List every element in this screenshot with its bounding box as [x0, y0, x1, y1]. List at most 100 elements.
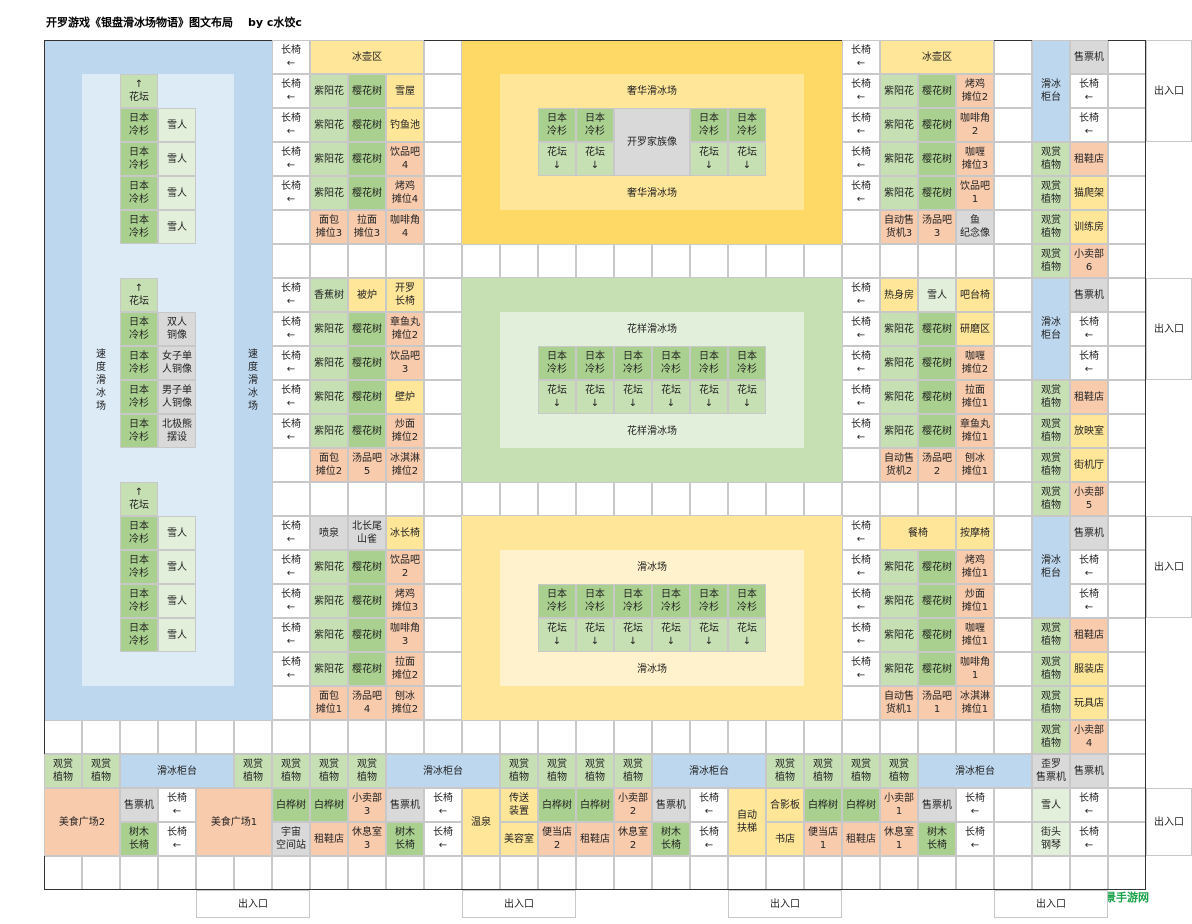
cell: 日本 冷杉: [120, 312, 158, 346]
cell: 咖啡角 4: [386, 210, 424, 244]
cell: 女子单 人铜像: [158, 346, 196, 380]
cell: 紫阳花: [310, 380, 348, 414]
cell: 日本 冷杉: [120, 414, 158, 448]
cell: 观赏 植物: [1032, 380, 1070, 414]
grid-cell: [956, 482, 994, 516]
cell: 日本 冷杉: [652, 584, 690, 618]
cell: 紫阳花: [880, 380, 918, 414]
grid-cell: [880, 720, 918, 754]
grid-cell: [918, 856, 956, 890]
cell: 猫爬架: [1070, 176, 1108, 210]
cell: 日本 冷杉: [120, 142, 158, 176]
cell: 长椅 ←: [272, 550, 310, 584]
cell: 售票机: [1070, 278, 1108, 312]
grid-cell: [1108, 176, 1146, 210]
grid-cell: [424, 686, 462, 720]
cell: 长椅 ←: [272, 414, 310, 448]
cell: 饮品吧 1: [956, 176, 994, 210]
cell: 长椅 ←: [842, 584, 880, 618]
grid-cell: [576, 482, 614, 516]
cell: 樱花树: [348, 142, 386, 176]
grid-cell: [500, 482, 538, 516]
grid-cell: [386, 856, 424, 890]
cell: 樱花树: [348, 414, 386, 448]
cell: 小卖部 6: [1070, 244, 1108, 278]
cell: 紫阳花: [310, 550, 348, 584]
grid-cell: [994, 652, 1032, 686]
cell: 雪人: [918, 278, 956, 312]
exit: 出入口: [994, 890, 1108, 918]
cell: 日本 冷杉: [120, 346, 158, 380]
cell: 美食广场2: [44, 788, 120, 856]
cell: 长椅 ←: [272, 346, 310, 380]
exit: 出入口: [1146, 788, 1192, 856]
cell: 拉面 摊位2: [386, 652, 424, 686]
grid-cell: [462, 244, 500, 278]
grid-cell: [386, 482, 424, 516]
grid-cell: [880, 482, 918, 516]
cell: 奢华滑冰场: [627, 187, 677, 199]
grid-cell: [424, 210, 462, 244]
grid-cell: [690, 482, 728, 516]
grid-cell: [576, 244, 614, 278]
cell: 观赏 植物: [804, 754, 842, 788]
cell: 吧台椅: [956, 278, 994, 312]
cell: 售票机: [652, 788, 690, 822]
cell: 租鞋店: [842, 822, 880, 856]
grid-cell: [310, 482, 348, 516]
cell: 日本 冷杉: [728, 108, 766, 142]
cell: 樱花树: [348, 346, 386, 380]
grid-cell: [82, 720, 120, 754]
cell: 长椅 ←: [842, 74, 880, 108]
cell: 长椅 ←: [272, 584, 310, 618]
cell: 长椅 ←: [272, 142, 310, 176]
cell: ↑ 花坛: [120, 278, 158, 312]
exit: 出入口: [1146, 516, 1192, 618]
cell: 观赏 植物: [1032, 652, 1070, 686]
cell: 长椅 ←: [272, 380, 310, 414]
grid-cell: [576, 856, 614, 890]
grid-cell: [994, 720, 1032, 754]
grid-cell: [424, 380, 462, 414]
cell: 紫阳花: [310, 346, 348, 380]
grid-cell: [652, 720, 690, 754]
cell: 日本 冷杉: [728, 346, 766, 380]
cell: 观赏 植物: [234, 754, 272, 788]
exit: 出入口: [1146, 40, 1192, 142]
cell: 宇宙 空间站: [272, 822, 310, 856]
cell: 观赏 植物: [1032, 414, 1070, 448]
grid-cell: [462, 482, 500, 516]
cell: 烤鸡 摊位3: [386, 584, 424, 618]
cell: 北极熊 摆设: [158, 414, 196, 448]
cell: 观赏 植物: [1032, 176, 1070, 210]
cell: 冰淇淋 摊位1: [956, 686, 994, 720]
grid-cell: [994, 584, 1032, 618]
grid-cell: [234, 720, 272, 754]
cell: 观赏 植物: [82, 754, 120, 788]
cell: 树木 长椅: [652, 822, 690, 856]
grid-cell: [994, 482, 1032, 516]
cell: 观赏 植物: [1032, 686, 1070, 720]
cell: 合影板: [766, 788, 804, 822]
cell: 观赏 植物: [1032, 210, 1070, 244]
cell: 长椅 ←: [272, 108, 310, 142]
grid-cell: [348, 482, 386, 516]
cell: 咖啡角 3: [386, 618, 424, 652]
cell: ↑ 花坛: [120, 482, 158, 516]
cell: 雪人: [1032, 788, 1070, 822]
cell: 观赏 植物: [1032, 142, 1070, 176]
cell: 自动售 货机1: [880, 686, 918, 720]
cell: 刨冰 摊位1: [956, 448, 994, 482]
grid-cell: [994, 108, 1032, 142]
cell: 长椅 ←: [690, 788, 728, 822]
cell: 滑冰柜台: [386, 754, 500, 788]
cell: 紫阳花: [310, 176, 348, 210]
cell: 烤鸡 摊位2: [956, 74, 994, 108]
cell: 日本 冷杉: [120, 516, 158, 550]
cell: 温泉: [462, 788, 500, 856]
cell: 冰壶区: [310, 40, 424, 74]
cell: 长椅 ←: [272, 516, 310, 550]
grid-cell: [956, 244, 994, 278]
cell: 餐椅: [880, 516, 956, 550]
grid-cell: [842, 448, 880, 482]
